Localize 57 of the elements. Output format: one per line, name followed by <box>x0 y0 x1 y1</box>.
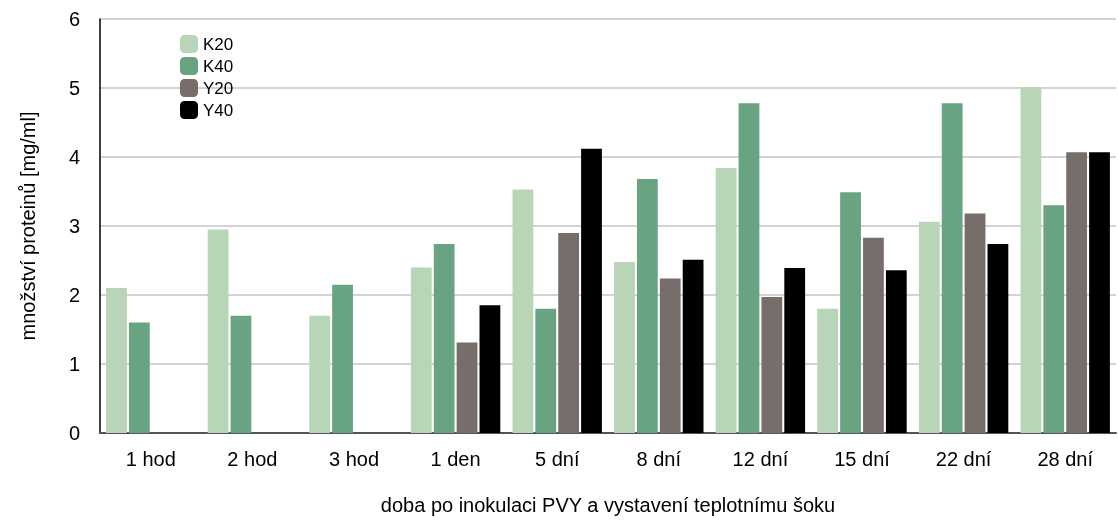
bar <box>535 308 557 433</box>
bar <box>456 342 478 433</box>
bar <box>1066 152 1088 433</box>
x-tick-label: 8 dní <box>636 448 682 470</box>
y-axis-title: množství proteinů [mg/ml] <box>17 111 39 341</box>
x-tick-label: 12 dní <box>732 448 789 470</box>
bar <box>941 103 963 433</box>
bar <box>558 232 580 433</box>
legend-label: Y20 <box>203 78 234 98</box>
bar <box>682 259 704 433</box>
legend-label: K20 <box>203 34 234 54</box>
bar <box>581 148 602 433</box>
bar <box>512 189 534 433</box>
bar <box>1089 152 1110 433</box>
bar <box>128 322 150 433</box>
x-tick-label: 1 hod <box>125 448 176 470</box>
bar <box>1043 205 1065 433</box>
y-tick-label: 4 <box>68 146 80 168</box>
y-tick-label: 3 <box>68 215 80 237</box>
bar <box>433 243 455 433</box>
y-tick-label: 1 <box>68 353 80 375</box>
bar <box>987 243 1009 433</box>
bar <box>863 237 884 433</box>
y-tick-label: 6 <box>68 8 80 30</box>
x-tick-label: 22 dní <box>935 448 992 470</box>
y-tick-label: 0 <box>68 422 80 444</box>
bar <box>106 288 127 433</box>
x-tick-label: 1 den <box>430 448 481 470</box>
bar <box>309 315 331 433</box>
y-tick-label: 2 <box>68 284 80 306</box>
bar <box>230 315 252 433</box>
x-tick-label: 3 hod <box>328 448 380 470</box>
bar <box>738 103 760 433</box>
bar <box>885 270 907 433</box>
x-axis-title: doba po inokulaci PVY a vystavení teplotnímu šoku <box>380 494 836 516</box>
legend-label: Y40 <box>203 100 234 120</box>
bar <box>840 192 861 433</box>
bar <box>1020 87 1042 433</box>
bar <box>964 213 986 433</box>
bar <box>715 168 737 433</box>
bar <box>614 261 635 433</box>
x-tick-label: 28 dní <box>1037 448 1094 470</box>
bar <box>636 179 658 433</box>
x-tick-label: 2 hod <box>227 448 278 470</box>
x-tick-label: 15 dní <box>834 448 891 470</box>
bar <box>659 278 681 433</box>
bar <box>817 308 839 433</box>
bar <box>784 268 806 433</box>
legend-label: K40 <box>203 56 234 76</box>
bar <box>761 297 783 433</box>
bar <box>918 221 940 433</box>
bar <box>410 267 432 433</box>
x-tick-label: 5 dní <box>534 448 580 470</box>
y-tick-label: 5 <box>68 77 80 99</box>
bar <box>479 305 501 433</box>
bar <box>332 284 353 433</box>
bar <box>207 229 229 433</box>
